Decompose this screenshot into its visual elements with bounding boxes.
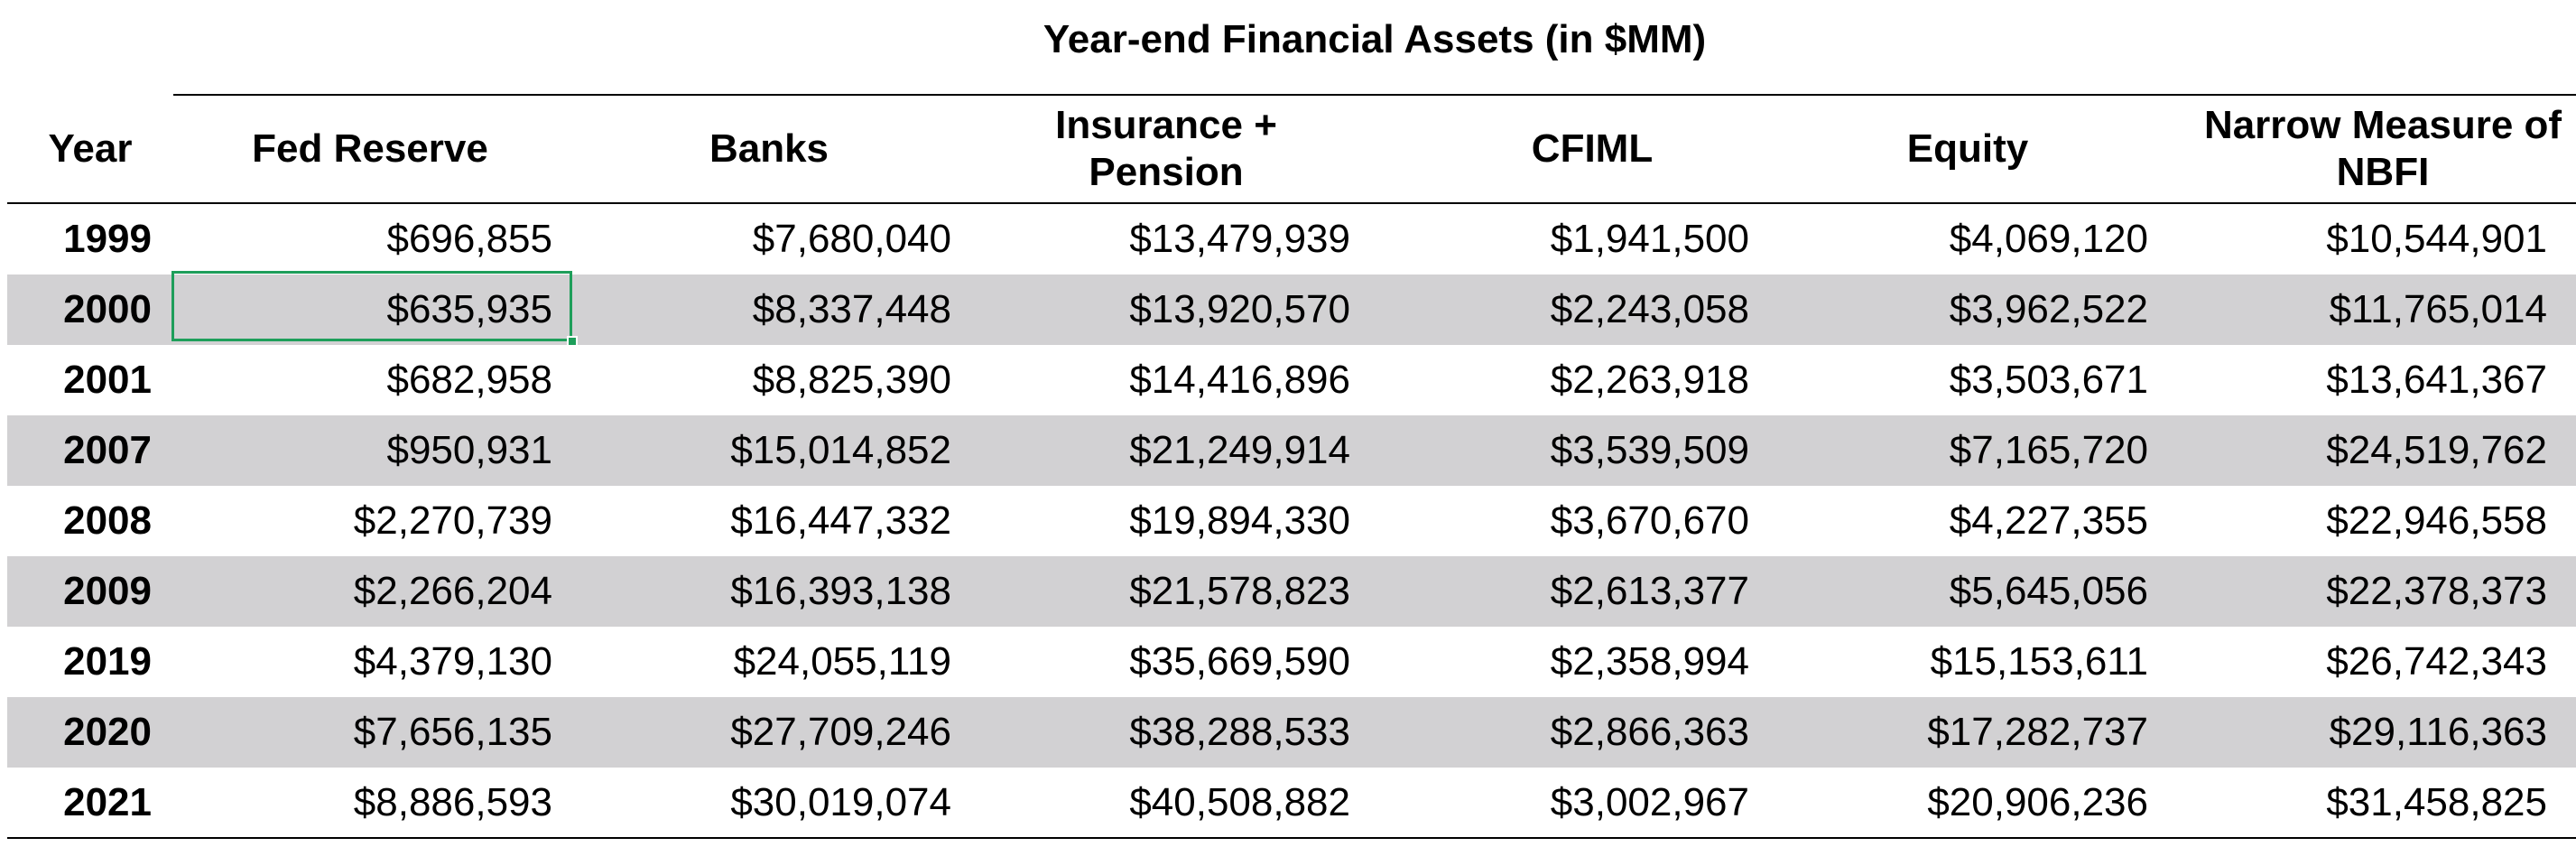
value-cell-insurance-pension[interactable]: $21,578,823 bbox=[1129, 569, 1350, 613]
column-header-line: Narrow Measure of bbox=[2203, 103, 2562, 147]
value-cell-cfiml[interactable]: $1,941,500 bbox=[1550, 217, 1749, 261]
value-cell-equity[interactable]: $7,165,720 bbox=[1949, 428, 2148, 472]
value-cell-narrow-measure-of-nbfi[interactable]: $26,742,343 bbox=[2326, 639, 2547, 684]
value-cell-banks[interactable]: $7,680,040 bbox=[752, 217, 951, 261]
value-cell-insurance-pension[interactable]: $21,249,914 bbox=[1129, 428, 1350, 472]
value-cell-fed-reserve[interactable]: $8,886,593 bbox=[353, 780, 552, 824]
value-cell-banks[interactable]: $16,393,138 bbox=[730, 569, 951, 613]
value-cell-cfiml[interactable]: $2,243,058 bbox=[1550, 287, 1749, 331]
year-cell[interactable]: 2008 bbox=[63, 498, 152, 543]
table-title: Year-end Financial Assets (in $MM) bbox=[1042, 17, 1707, 61]
title-rule bbox=[173, 94, 2576, 96]
table-row: 2021 $8,886,593 $30,019,074 $40,508,882 $3,0… bbox=[7, 768, 2576, 838]
year-cell[interactable]: 2001 bbox=[63, 358, 152, 402]
column-header-insurance-pension: Insurance + Pension bbox=[1004, 98, 1329, 200]
table-row: 2007 $950,931 $15,014,852 $21,249,914 $3,539… bbox=[7, 415, 2576, 486]
value-cell-insurance-pension[interactable]: $13,920,570 bbox=[1129, 287, 1350, 331]
value-cell-narrow-measure-of-nbfi[interactable]: $13,641,367 bbox=[2326, 358, 2547, 402]
table-row: 2019 $4,379,130 $24,055,119 $35,669,590 $2,3… bbox=[7, 627, 2576, 697]
column-header-line: Insurance + bbox=[1055, 103, 1277, 147]
value-cell-fed-reserve[interactable]: $7,656,135 bbox=[353, 710, 552, 754]
value-cell-cfiml[interactable]: $2,263,918 bbox=[1550, 358, 1749, 402]
value-cell-narrow-measure-of-nbfi[interactable]: $31,458,825 bbox=[2326, 780, 2547, 824]
year-cell[interactable]: 2009 bbox=[63, 569, 152, 613]
value-cell-equity[interactable]: $15,153,611 bbox=[1930, 639, 2148, 684]
value-cell-cfiml[interactable]: $2,866,363 bbox=[1550, 710, 1749, 754]
table-row: 2000 $635,935 $8,337,448 $13,920,570 $2,243,… bbox=[7, 275, 2576, 345]
value-cell-fed-reserve[interactable]: $696,855 bbox=[386, 217, 552, 261]
column-header-banks: Banks bbox=[634, 98, 904, 200]
value-cell-banks[interactable]: $27,709,246 bbox=[730, 710, 951, 754]
value-cell-narrow-measure-of-nbfi[interactable]: $11,765,014 bbox=[2329, 287, 2547, 331]
value-cell-equity[interactable]: $4,069,120 bbox=[1949, 217, 2148, 261]
value-cell-banks[interactable]: $8,825,390 bbox=[752, 358, 951, 402]
column-header-line: Fed Reserve bbox=[252, 126, 488, 171]
value-cell-fed-reserve[interactable]: $635,935 bbox=[386, 287, 552, 331]
column-header-line: Banks bbox=[709, 126, 829, 171]
value-cell-narrow-measure-of-nbfi[interactable]: $22,378,373 bbox=[2326, 569, 2547, 613]
value-cell-cfiml[interactable]: $3,670,670 bbox=[1550, 498, 1749, 543]
year-cell[interactable]: 2007 bbox=[63, 428, 152, 472]
value-cell-banks[interactable]: $24,055,119 bbox=[733, 639, 951, 684]
column-header-year: Year bbox=[14, 98, 167, 200]
header-rule bbox=[7, 202, 2576, 204]
fill-handle[interactable] bbox=[567, 336, 578, 347]
value-cell-banks[interactable]: $8,337,448 bbox=[752, 287, 951, 331]
value-cell-cfiml[interactable]: $2,613,377 bbox=[1550, 569, 1749, 613]
table-row: 2001 $682,958 $8,825,390 $14,416,896 $2,263,… bbox=[7, 345, 2576, 415]
value-cell-narrow-measure-of-nbfi[interactable]: $10,544,901 bbox=[2326, 217, 2547, 261]
value-cell-insurance-pension[interactable]: $19,894,330 bbox=[1129, 498, 1350, 543]
value-cell-fed-reserve[interactable]: $950,931 bbox=[386, 428, 552, 472]
value-cell-narrow-measure-of-nbfi[interactable]: $24,519,762 bbox=[2326, 428, 2547, 472]
value-cell-fed-reserve[interactable]: $2,266,204 bbox=[353, 569, 552, 613]
column-header-cfiml: CFIML bbox=[1457, 98, 1728, 200]
value-cell-equity[interactable]: $3,962,522 bbox=[1949, 287, 2148, 331]
column-header-narrow-measure-of-nbfi: Narrow Measure of NBFI bbox=[2193, 98, 2572, 200]
value-cell-insurance-pension[interactable]: $14,416,896 bbox=[1129, 358, 1350, 402]
value-cell-banks[interactable]: $30,019,074 bbox=[730, 780, 951, 824]
value-cell-fed-reserve[interactable]: $2,270,739 bbox=[353, 498, 552, 543]
column-header-line: Year bbox=[48, 126, 133, 171]
table-row: 1999 $696,855 $7,680,040 $13,479,939 $1,941,… bbox=[7, 204, 2576, 275]
column-header-fed-reserve: Fed Reserve bbox=[171, 98, 569, 200]
value-cell-fed-reserve[interactable]: $4,379,130 bbox=[353, 639, 552, 684]
value-cell-equity[interactable]: $4,227,355 bbox=[1949, 498, 2148, 543]
column-header-line: Equity bbox=[1906, 126, 2029, 171]
value-cell-equity[interactable]: $3,503,671 bbox=[1949, 358, 2148, 402]
value-cell-equity[interactable]: $20,906,236 bbox=[1927, 780, 2148, 824]
year-cell[interactable]: 2021 bbox=[63, 780, 152, 824]
column-header-line: NBFI bbox=[2336, 150, 2430, 194]
year-cell[interactable]: 2019 bbox=[63, 639, 152, 684]
value-cell-equity[interactable]: $17,282,737 bbox=[1927, 710, 2148, 754]
value-cell-insurance-pension[interactable]: $35,669,590 bbox=[1129, 639, 1350, 684]
column-header-line: Pension bbox=[1089, 150, 1244, 194]
value-cell-equity[interactable]: $5,645,056 bbox=[1949, 569, 2148, 613]
value-cell-insurance-pension[interactable]: $40,508,882 bbox=[1129, 780, 1350, 824]
value-cell-insurance-pension[interactable]: $13,479,939 bbox=[1129, 217, 1350, 261]
value-cell-narrow-measure-of-nbfi[interactable]: $29,116,363 bbox=[2329, 710, 2547, 754]
column-header-line: CFIML bbox=[1531, 126, 1654, 171]
value-cell-narrow-measure-of-nbfi[interactable]: $22,946,558 bbox=[2326, 498, 2547, 543]
table-row: 2009 $2,266,204 $16,393,138 $21,578,823 $2,6… bbox=[7, 556, 2576, 627]
value-cell-insurance-pension[interactable]: $38,288,533 bbox=[1129, 710, 1350, 754]
year-cell[interactable]: 2020 bbox=[63, 710, 152, 754]
value-cell-banks[interactable]: $16,447,332 bbox=[730, 498, 951, 543]
value-cell-fed-reserve[interactable]: $682,958 bbox=[386, 358, 552, 402]
bottom-rule bbox=[7, 837, 2576, 839]
value-cell-banks[interactable]: $15,014,852 bbox=[730, 428, 951, 472]
table-row: 2008 $2,270,739 $16,447,332 $19,894,330 $3,6… bbox=[7, 486, 2576, 556]
value-cell-cfiml[interactable]: $3,002,967 bbox=[1550, 780, 1749, 824]
table-row: 2020 $7,656,135 $27,709,246 $38,288,533 $2,8… bbox=[7, 697, 2576, 768]
year-cell[interactable]: 1999 bbox=[63, 217, 152, 261]
value-cell-cfiml[interactable]: $3,539,509 bbox=[1550, 428, 1749, 472]
year-cell[interactable]: 2000 bbox=[63, 287, 152, 331]
value-cell-cfiml[interactable]: $2,358,994 bbox=[1550, 639, 1749, 684]
column-header-equity: Equity bbox=[1832, 98, 2103, 200]
